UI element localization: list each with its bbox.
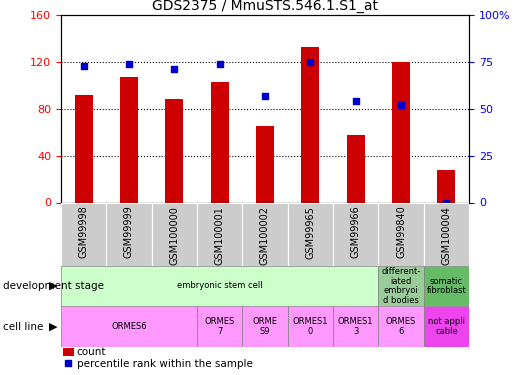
Bar [242, 202, 288, 266]
Bar [378, 306, 423, 347]
Bar [378, 202, 423, 266]
Point [125, 61, 133, 67]
Bar [392, 62, 410, 202]
Title: GDS2375 / MmuSTS.546.1.S1_at: GDS2375 / MmuSTS.546.1.S1_at [152, 0, 378, 13]
Text: ORME
S9: ORME S9 [252, 317, 278, 336]
Text: percentile rank within the sample: percentile rank within the sample [77, 359, 253, 369]
Point [442, 200, 450, 206]
Bar [423, 202, 469, 266]
Point [261, 93, 269, 99]
Bar [210, 82, 229, 203]
Text: different-
iated
embryoi
d bodies: different- iated embryoi d bodies [382, 267, 421, 305]
Bar [378, 266, 423, 306]
Text: ORMES
7: ORMES 7 [205, 317, 235, 336]
Bar [61, 266, 378, 306]
Text: embryonic stem cell: embryonic stem cell [177, 281, 262, 290]
Bar [197, 202, 242, 266]
Text: not appli
cable: not appli cable [428, 317, 465, 336]
Bar [61, 306, 197, 347]
Text: somatic
fibroblast: somatic fibroblast [427, 277, 466, 295]
Point [64, 360, 72, 366]
Bar [107, 202, 152, 266]
Bar [75, 95, 93, 202]
Bar [333, 306, 378, 347]
Text: ▶: ▶ [49, 322, 57, 332]
Bar [437, 170, 455, 202]
Bar [197, 306, 242, 347]
Point [397, 102, 405, 108]
Bar [347, 135, 365, 202]
Text: ORMES
6: ORMES 6 [386, 317, 416, 336]
Text: GSM99998: GSM99998 [78, 206, 89, 258]
Text: count: count [77, 347, 107, 357]
Text: GSM99965: GSM99965 [305, 206, 315, 259]
Text: ORMES6: ORMES6 [111, 322, 147, 331]
Bar [242, 306, 288, 347]
Point [351, 98, 360, 104]
Point [306, 59, 315, 65]
Bar [333, 202, 378, 266]
Text: GSM99999: GSM99999 [124, 206, 134, 258]
Bar [288, 202, 333, 266]
Point [215, 61, 224, 67]
Text: GSM100000: GSM100000 [169, 206, 179, 265]
Text: development stage: development stage [3, 281, 104, 291]
Text: GSM100002: GSM100002 [260, 206, 270, 265]
Text: cell line: cell line [3, 322, 43, 332]
Bar [288, 306, 333, 347]
Point [80, 63, 88, 69]
Text: GSM100001: GSM100001 [215, 206, 225, 265]
Text: ORMES1
3: ORMES1 3 [338, 317, 374, 336]
Point [170, 66, 179, 72]
Text: GSM99840: GSM99840 [396, 206, 406, 258]
Text: GSM99966: GSM99966 [351, 206, 361, 258]
Bar [301, 46, 320, 202]
Bar [152, 202, 197, 266]
Bar [423, 306, 469, 347]
Text: ORMES1
0: ORMES1 0 [293, 317, 328, 336]
Bar [165, 99, 183, 202]
Bar [256, 126, 274, 202]
Bar [120, 77, 138, 203]
Bar [61, 202, 107, 266]
Text: GSM100004: GSM100004 [441, 206, 452, 265]
Text: ▶: ▶ [49, 281, 57, 291]
Bar [423, 266, 469, 306]
